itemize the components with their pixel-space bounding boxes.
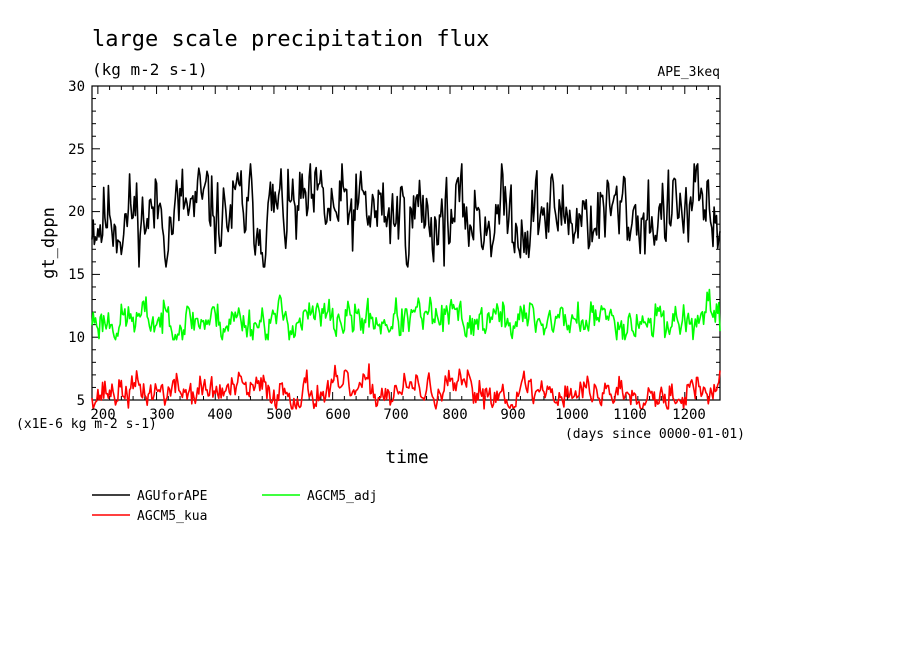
series-lines [91,163,721,410]
series-line-agcm5-kua [91,363,721,410]
plot-frame [91,85,721,401]
legend-label-agcm5-kua: AGCM5_kua [137,509,207,524]
x-tick-label: 400 [207,407,232,423]
legend-label-agcm5-adj: AGCM5_adj [307,489,377,504]
x-tick-label: 600 [325,407,350,423]
chart-title: large scale precipitation flux [92,27,489,52]
x-tick-label: 1100 [613,407,647,423]
y-tick-label: 10 [68,330,85,346]
x-axis-label: time [385,447,428,468]
series-line-agcm5-adj [91,288,721,341]
x-tick-label: 200 [90,407,115,423]
y-tick-label: 5 [77,393,85,409]
x-tick-label: 900 [500,407,525,423]
y-tick-label: 30 [68,79,85,95]
x-tick-label: 700 [383,407,408,423]
x-tick-label: 300 [149,407,174,423]
y-tick-label: 25 [68,142,85,158]
series-line-aguforape [91,163,721,268]
chart-units: (kg m-2 s-1) [92,60,208,79]
y-tick-label: 20 [68,204,85,220]
x-tick-label: 1000 [555,407,589,423]
y-axis-label: gt_dppn [39,207,59,279]
x-tick-label: 1200 [672,407,706,423]
experiment-label: APE_3keq [657,65,720,80]
y-scale-note: (x1E-6 kg m-2 s-1) [16,417,157,432]
x-tick-label: 800 [442,407,467,423]
x-unit-note: (days since 0000-01-01) [565,427,745,442]
legend: AGUforAPE AGCM5_adj AGCM5_kua [92,489,377,524]
legend-label-agufor-ape: AGUforAPE [137,489,207,504]
y-tick-label: 15 [68,267,85,283]
x-tick-label: 500 [266,407,291,423]
